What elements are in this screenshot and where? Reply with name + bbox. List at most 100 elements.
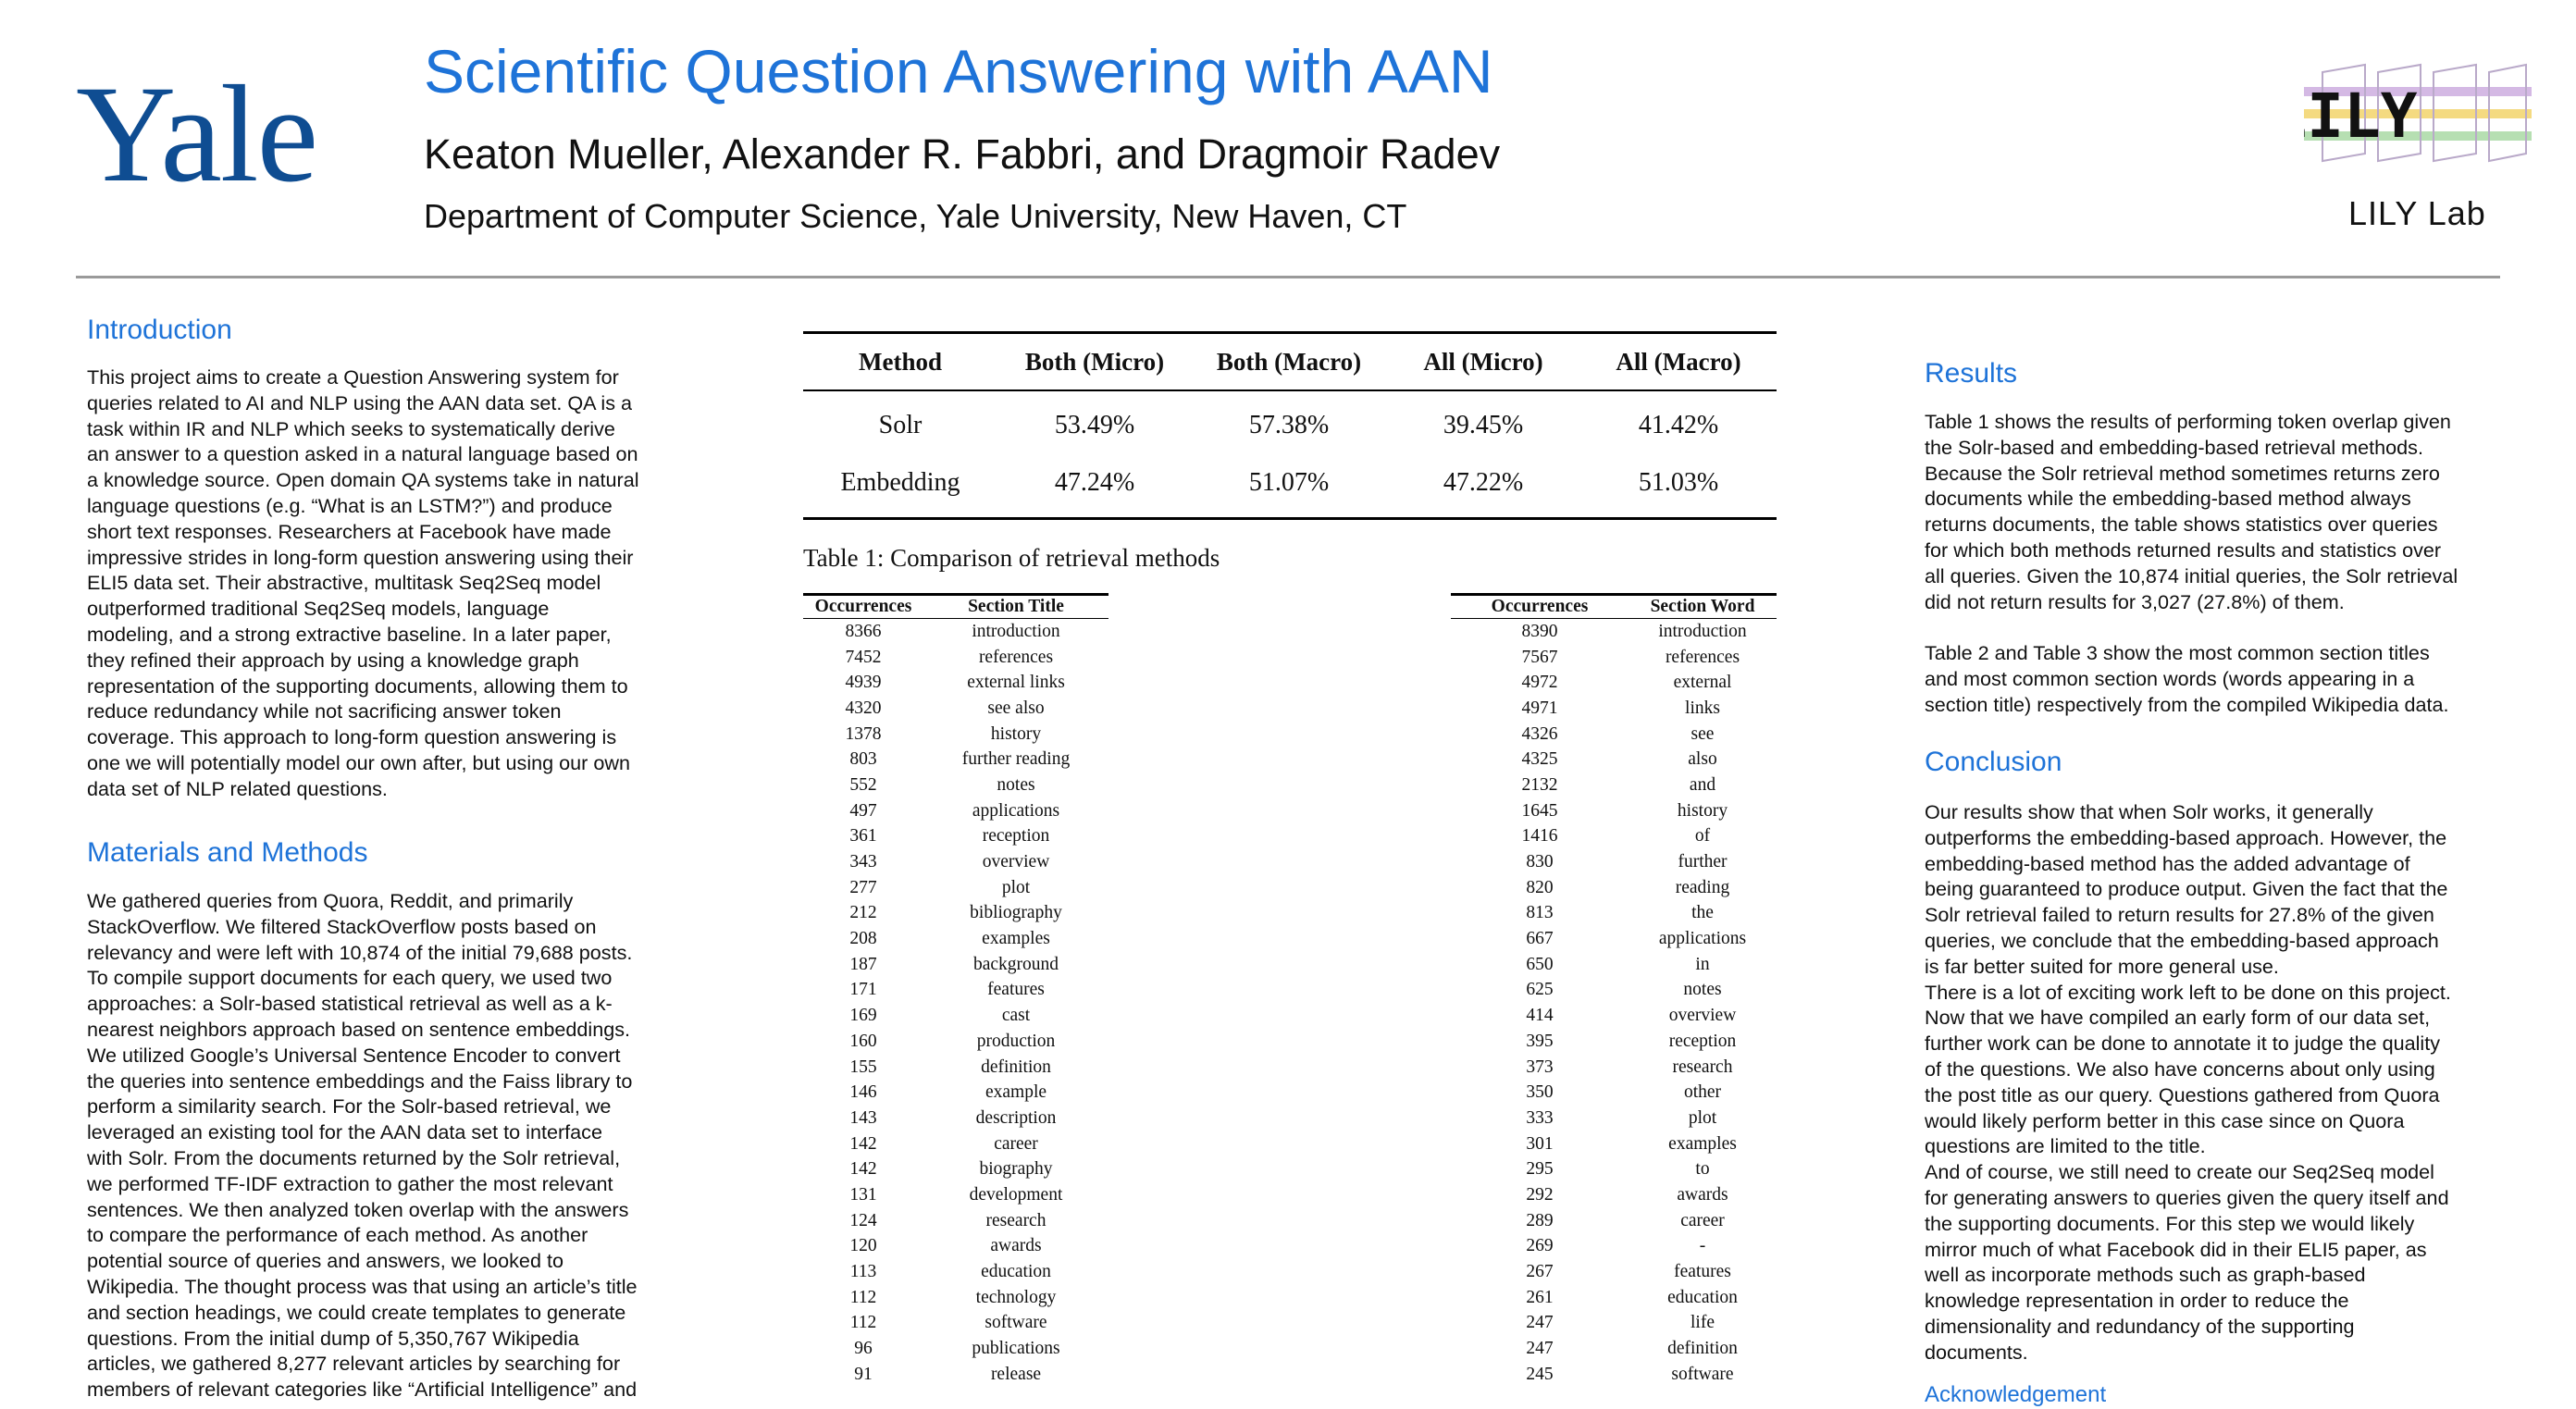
header-divider: [76, 276, 2500, 278]
occurrences-cell: 292: [1526, 1184, 1554, 1205]
table-row: 8366 introduction: [803, 619, 1108, 645]
occurrences-cell: 361: [849, 826, 877, 847]
section-cell: education: [1667, 1287, 1738, 1307]
table-row: 91 release: [803, 1362, 1108, 1388]
occurrences-cell: 7567: [1521, 647, 1558, 667]
section-cell: applications: [1658, 929, 1747, 949]
table-3-header-cell: Section Word: [1650, 596, 1755, 616]
table-row: 142 biography: [803, 1156, 1108, 1182]
occurrences-cell: 301: [1526, 1133, 1554, 1154]
section-cell: also: [1688, 749, 1717, 770]
table-2-body: 8366 introduction 7452 references 4939 extern…: [803, 619, 1108, 1388]
table-1-header-cell: All (Macro): [1616, 347, 1741, 376]
section-cell: biography: [979, 1159, 1053, 1180]
table-1-cell: 57.38%: [1248, 410, 1330, 439]
occurrences-cell: 830: [1526, 852, 1554, 872]
table-2-top-rule: [803, 593, 1108, 596]
table-row: 4325 also: [1451, 747, 1777, 772]
section-cell: overview: [1668, 1006, 1737, 1026]
occurrences-cell: 2132: [1521, 774, 1558, 795]
section-cell: further: [1678, 852, 1728, 872]
table-1-bottom-rule: [803, 516, 1777, 520]
table-row: 4326 see: [1451, 722, 1777, 748]
occurrences-cell: 277: [849, 877, 877, 897]
section-cell: overview: [982, 852, 1050, 872]
section-cell: links: [1685, 698, 1720, 718]
occurrences-cell: 4320: [845, 698, 882, 718]
table-row: 160 production: [803, 1029, 1108, 1055]
table-row: Embedding 47.24% 51.07% 47.22% 51.03%: [803, 454, 1777, 512]
table-row: 212 bibliography: [803, 901, 1108, 927]
occurrences-cell: 261: [1526, 1287, 1554, 1307]
table-row: 113 education: [803, 1259, 1108, 1285]
table-row: 4939 external links: [803, 670, 1108, 696]
occurrences-cell: 414: [1526, 1006, 1554, 1026]
section-cell: research: [1672, 1057, 1733, 1077]
table-row: 301 examples: [1451, 1131, 1777, 1157]
table-row: 247 definition: [1451, 1336, 1777, 1362]
table-2-header-cell: Occurrences: [814, 596, 912, 616]
table-2-header-row: Occurrences Section Title: [803, 596, 1108, 618]
table-row: 208 examples: [803, 926, 1108, 952]
section-cell: awards: [990, 1236, 1042, 1256]
occurrences-cell: 160: [849, 1031, 877, 1051]
section-cell: notes: [997, 774, 1035, 795]
table-row: 650 in: [1451, 952, 1777, 978]
section-cell: awards: [1677, 1184, 1728, 1205]
occurrences-cell: 803: [849, 749, 877, 770]
section-cell: introduction: [1658, 621, 1747, 641]
section-cell: definition: [981, 1057, 1051, 1077]
table-1-cell: 41.42%: [1638, 410, 1719, 439]
occurrences-cell: 1416: [1521, 826, 1558, 847]
table-row: 350 other: [1451, 1080, 1777, 1106]
section-cell: references: [1665, 647, 1740, 667]
table-row: 171 features: [803, 978, 1108, 1004]
table-row: 112 software: [803, 1311, 1108, 1337]
conclusion-text: Our results show that when Solr works, i…: [1925, 800, 2451, 1364]
table-row: 142 career: [803, 1131, 1108, 1157]
table-3-section-words: Occurrences Section Word 8390 introductio…: [1451, 593, 1777, 1388]
table-row: 497 applications: [803, 798, 1108, 824]
section-cell: definition: [1667, 1339, 1738, 1359]
section-cell: external: [1673, 673, 1732, 693]
occurrences-cell: 1378: [845, 723, 882, 744]
section-cell: description: [975, 1107, 1057, 1128]
occurrences-cell: 7452: [845, 647, 882, 667]
occurrences-cell: 497: [849, 800, 877, 821]
section-cell: external links: [967, 673, 1065, 693]
occurrences-cell: 625: [1526, 980, 1554, 1000]
table-3-mid-rule: [1451, 617, 1777, 619]
table-row: 1378 history: [803, 722, 1108, 748]
table-row: 143 description: [803, 1106, 1108, 1131]
table-2-mid-rule: [803, 617, 1108, 619]
yale-logo: Yale: [76, 57, 318, 211]
table-3-top-rule: [1451, 593, 1777, 596]
section-cell: plot: [1688, 1107, 1717, 1128]
section-cell: history: [1677, 800, 1728, 821]
section-cell: career: [1680, 1210, 1725, 1230]
section-cell: bibliography: [970, 903, 1062, 923]
table-1-header-cell: Both (Macro): [1216, 347, 1362, 376]
occurrences-cell: 350: [1526, 1082, 1554, 1103]
table-row: 269 -: [1451, 1234, 1777, 1260]
table-row: 247 life: [1451, 1311, 1777, 1337]
occurrences-cell: 4972: [1521, 673, 1558, 693]
table-1-cell: 51.03%: [1638, 467, 1719, 497]
table-row: 4972 external: [1451, 670, 1777, 696]
section-cell: see: [1690, 723, 1715, 744]
table-row: 333 plot: [1451, 1106, 1777, 1131]
occurrences-cell: 171: [849, 980, 877, 1000]
occurrences-cell: 552: [849, 774, 877, 795]
section-cell: -: [1699, 1236, 1706, 1256]
section-cell: software: [985, 1313, 1047, 1333]
section-cell: to: [1695, 1159, 1710, 1180]
occurrences-cell: 813: [1526, 903, 1554, 923]
table-row: 1416 of: [1451, 824, 1777, 850]
occurrences-cell: 650: [1526, 954, 1554, 974]
section-cell: background: [972, 954, 1059, 974]
occurrences-cell: 212: [849, 903, 877, 923]
section-cell: example: [985, 1082, 1047, 1103]
table-3-body: 8390 introduction 7567 references 4972 extern…: [1451, 619, 1777, 1388]
occurrences-cell: 96: [854, 1339, 873, 1359]
lab-name: LILY Lab: [2348, 194, 2486, 232]
